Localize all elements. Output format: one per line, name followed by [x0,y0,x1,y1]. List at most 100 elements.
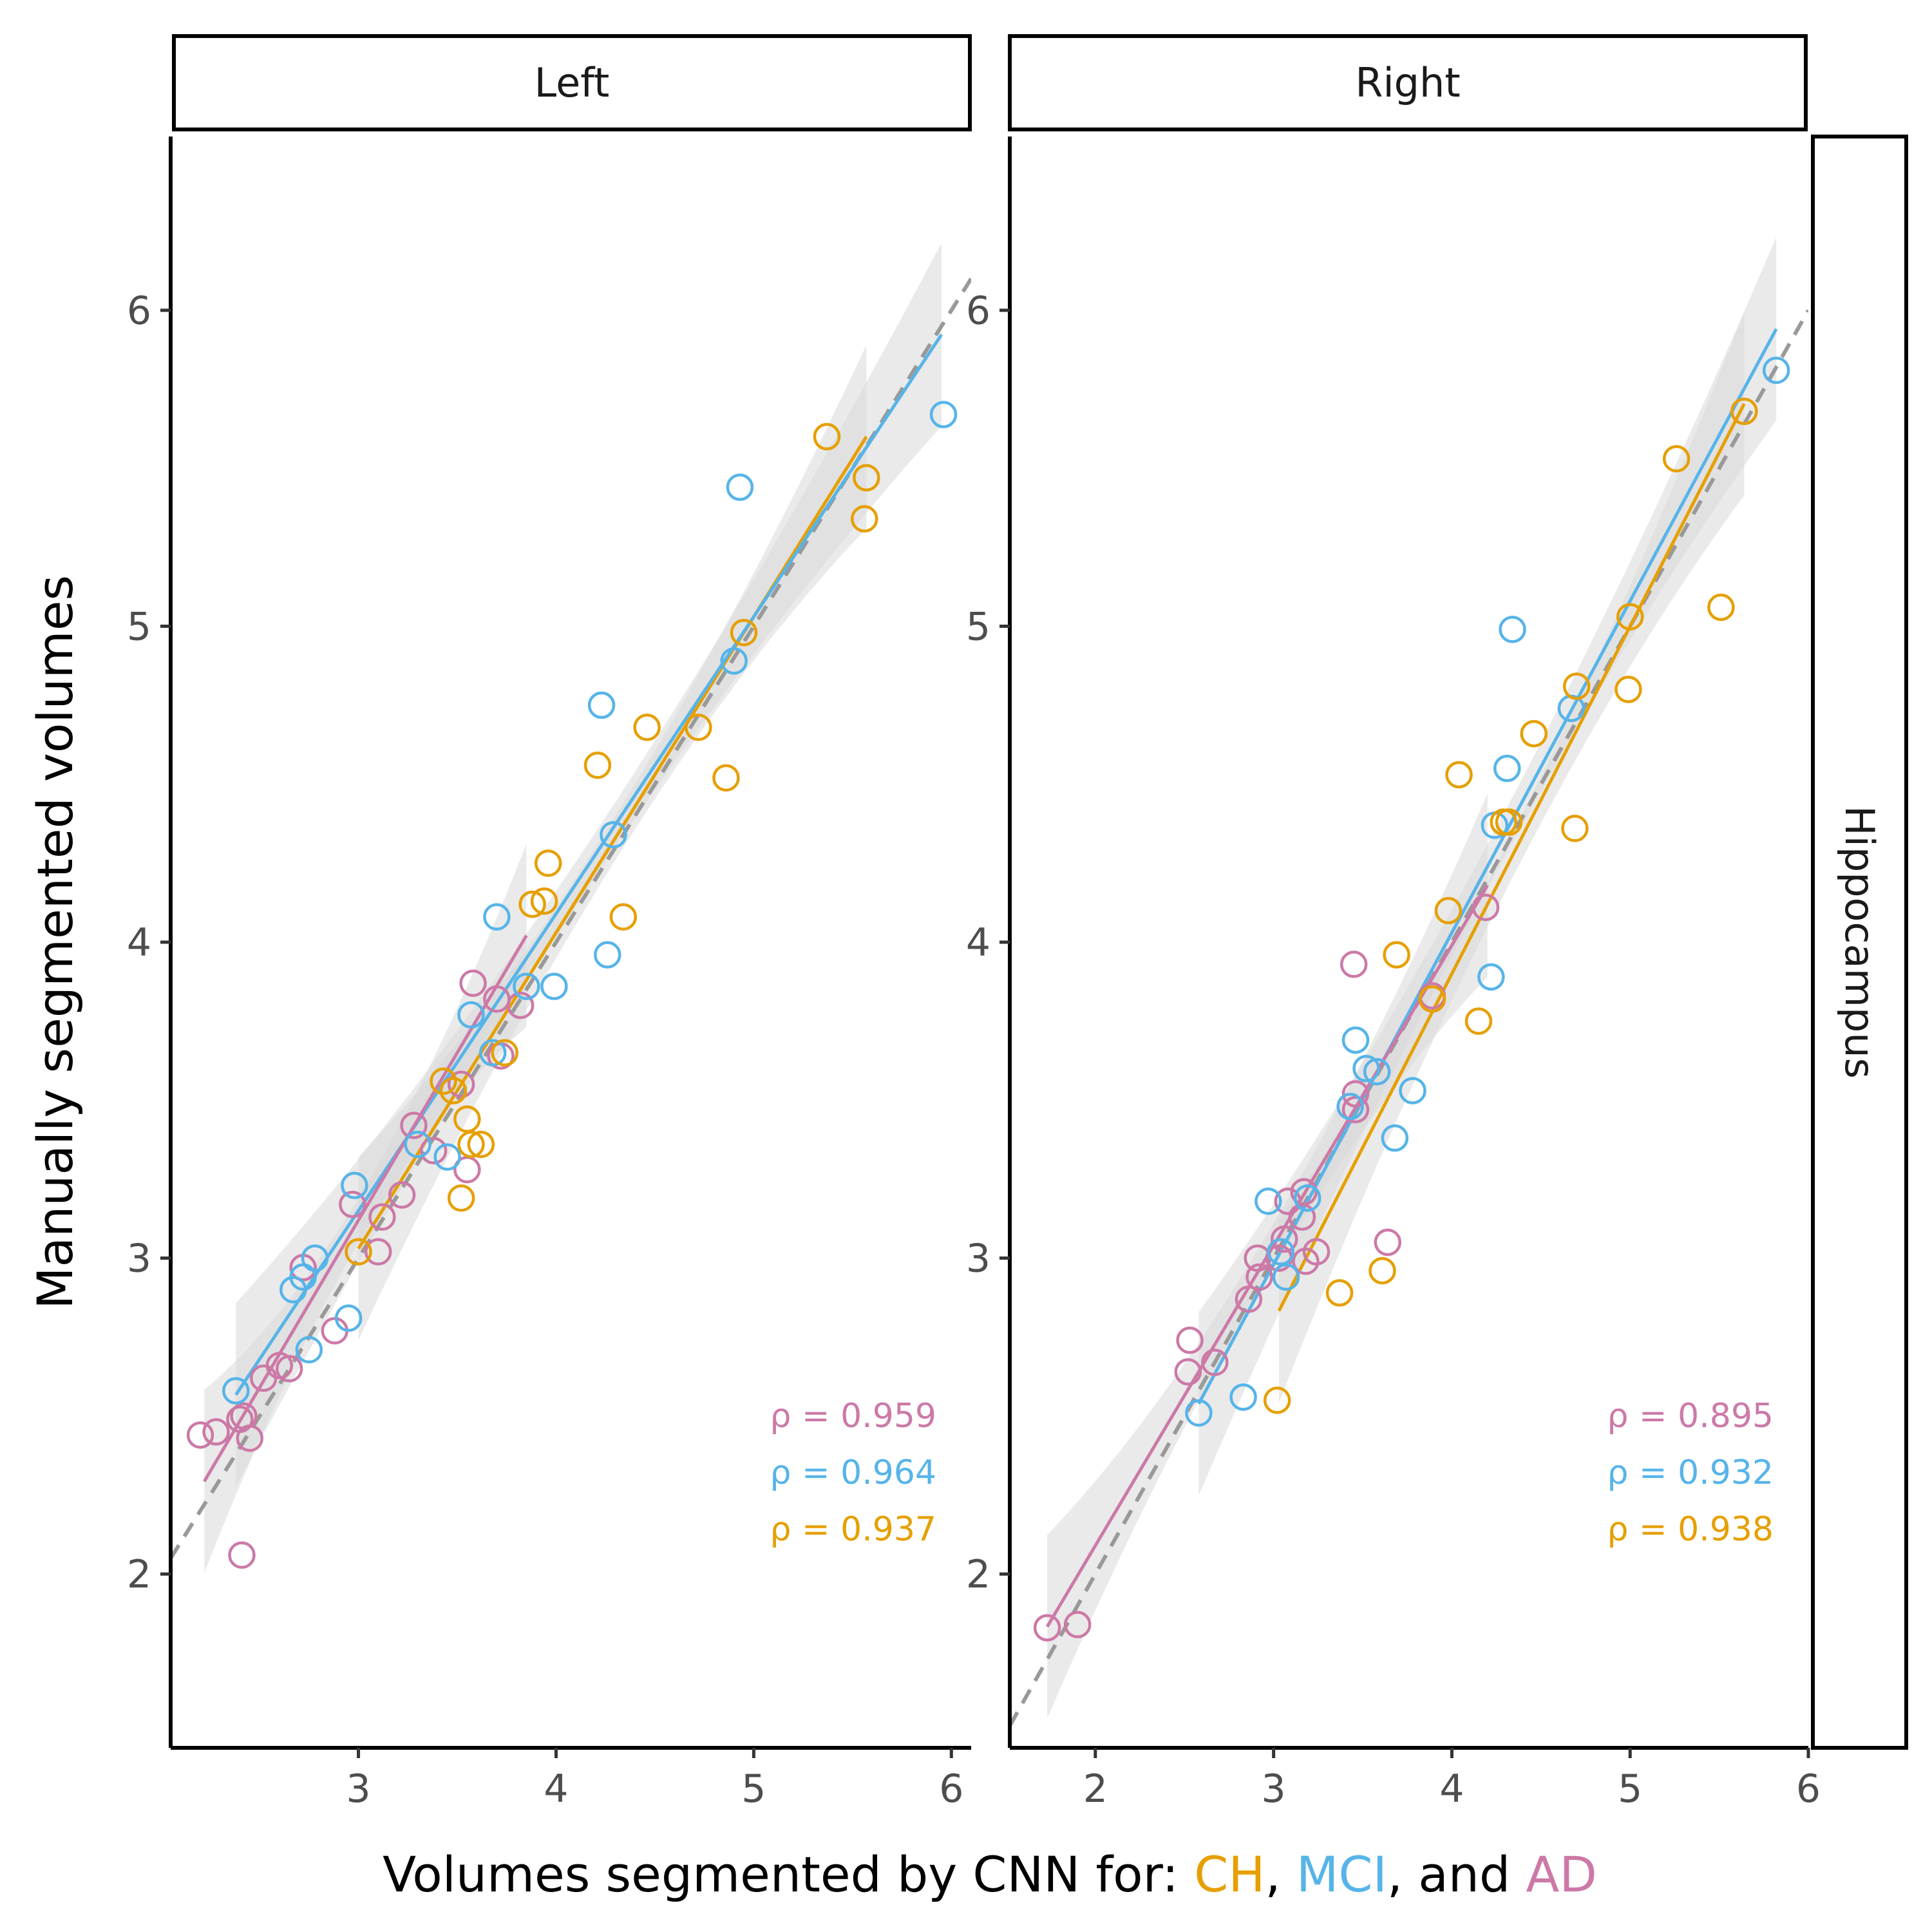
data-point-ad [1176,1326,1204,1354]
data-point-ad [368,1203,396,1231]
data-point-ch [851,505,878,533]
data-point-mci [1341,1026,1370,1054]
data-point-ch [1325,1279,1354,1307]
x-tick-label: 5 [741,1766,766,1812]
data-point-ch [1418,985,1446,1013]
data-point-ad [506,991,535,1019]
data-point-mci [1762,356,1790,384]
strip-left-box [172,34,972,131]
data-point-ch [1615,676,1642,703]
data-point-ch [1263,1387,1291,1414]
data-point-ad [1063,1611,1092,1638]
data-point-ch [447,1184,475,1212]
data-point-mci [594,941,621,969]
data-point-ch [491,1039,518,1066]
data-point-mci [587,691,616,719]
data-point-ch [457,1130,485,1159]
data-point-mci [457,1001,485,1029]
y-tick-label: 3 [127,1236,151,1282]
plot-area-left [171,243,971,1573]
x-axis-title: Volumes segmented by CNN for: CH, MCI, a… [383,1846,1597,1903]
data-point-mci [1363,1057,1391,1086]
data-point-ad [228,1541,256,1569]
data-point-ad [400,1112,428,1139]
identity-line [171,278,971,1560]
data-point-mci [1229,1383,1257,1411]
x-tick-label: 6 [939,1766,963,1812]
panel-left: 2 3 4 5 6 3 4 5 6 ρ = 0.959 ρ = 0.964 ρ = 0.937 [127,137,971,1812]
data-point-ch [853,464,880,492]
data-point-ad [202,1418,230,1446]
data-point-ad [1274,1188,1302,1215]
x-tick-label: 3 [346,1766,370,1812]
data-point-ad [339,1190,366,1218]
y-tick-label: 5 [127,604,151,649]
data-point-mci [404,1130,431,1159]
data-point-mci [1272,1263,1300,1291]
data-point-ch [1730,397,1758,426]
x-tick-label: 3 [1262,1766,1286,1812]
x-axis-title-ch: CH [1194,1846,1265,1903]
data-point-ad [1290,1178,1318,1206]
y-tick-label: 4 [966,920,990,965]
data-point-ch [534,849,562,877]
data-point-mci [929,401,958,428]
data-point-mci [1185,1399,1213,1427]
data-point-mci [483,903,511,931]
data-point-mci [513,972,540,1000]
data-point-mci [600,820,627,849]
data-point-ad [1174,1358,1202,1386]
x-tick-label: 5 [1618,1766,1642,1812]
data-point-mci [1493,754,1521,782]
data-point-mci [1267,1238,1294,1266]
data-point-ch [1434,896,1463,925]
data-point-ch [467,1130,495,1159]
data-point-mci [540,972,568,1000]
data-point-ch [430,1067,457,1095]
y-tick-label: 2 [966,1552,990,1597]
data-point-ch [1464,1007,1493,1035]
plot-area-right [1010,237,1808,1727]
fit-line-ch [1277,402,1746,1312]
data-point-ch [583,752,612,779]
data-point-mci [1336,1092,1364,1121]
y-axis-title: Manually segmented volumes [26,575,84,1309]
strip-row-label: Hippocampus [1836,806,1883,1079]
data-point-mci [1293,1184,1321,1212]
x-tick-label: 4 [1439,1766,1464,1812]
y-tick-label: 2 [127,1552,151,1597]
data-point-ad [321,1317,348,1345]
data-point-mci [726,473,754,501]
x-axis-title-sep1: , [1265,1846,1296,1903]
data-point-ch [1562,672,1591,700]
data-point-mci [301,1244,329,1272]
data-point-ch [609,903,638,931]
data-point-ch [1616,603,1644,630]
x-axis-title-mci: MCI [1296,1846,1387,1903]
data-point-ch [633,714,661,741]
y-tick-label: 4 [127,920,151,965]
data-point-ad [1472,893,1500,922]
data-point-ch [1383,941,1410,969]
rho-label-ad: ρ = 0.895 [1607,1397,1774,1435]
data-point-mci [1399,1077,1426,1104]
data-point-ad [1235,1285,1263,1313]
data-point-ch [730,618,758,647]
data-point-ch [1495,808,1523,836]
y-tick-label: 6 [966,289,990,334]
data-point-ad [447,1070,475,1099]
x-axis-title-ad: AD [1526,1846,1597,1903]
data-point-ad [1341,1080,1370,1108]
data-point-ad [365,1238,392,1266]
rho-label-mci: ρ = 0.932 [1607,1454,1774,1492]
data-point-ad [1033,1614,1061,1642]
data-point-mci [334,1304,363,1332]
x-axis-title-sep2: , and [1387,1846,1526,1903]
strip-left-label: Left [535,59,610,106]
data-point-mci [433,1143,461,1171]
data-point-mci [1381,1124,1409,1152]
data-point-ch [1707,593,1735,621]
data-point-ch [530,887,558,915]
data-point-ad [459,969,487,998]
data-point-ch [518,890,546,918]
